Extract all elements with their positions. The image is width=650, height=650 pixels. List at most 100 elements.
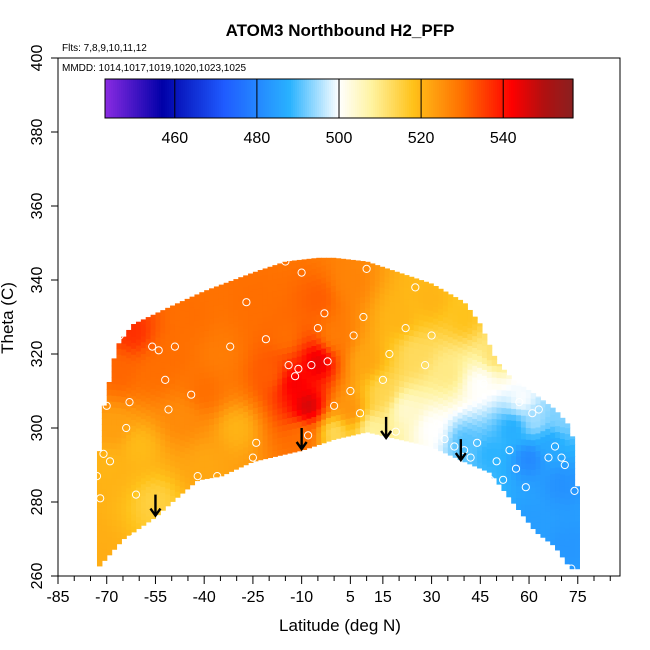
heatmap-cell (540, 448, 546, 455)
heatmap-cell (316, 290, 322, 297)
dates-note: MMDD: 1014,1017,1019,1020,1023,1025 (62, 63, 246, 74)
heatmap-cell (321, 347, 327, 355)
heatmap-cell (442, 340, 449, 347)
heatmap-cell (106, 394, 113, 402)
heatmap-cell (379, 304, 386, 312)
heatmap-cell (228, 281, 235, 289)
heatmap-cell (291, 380, 298, 388)
colorbar-swatch (255, 79, 258, 118)
heatmap-cell (491, 359, 498, 366)
heatmap-cell (350, 417, 356, 424)
heatmap-cell (131, 460, 137, 468)
heatmap-cell (301, 390, 308, 397)
heatmap-cell (296, 332, 303, 339)
heatmap-cell (394, 432, 400, 440)
heatmap-cell (111, 472, 118, 479)
heatmap-cell (126, 363, 132, 370)
heatmap-cell (564, 522, 571, 529)
heatmap-cell (438, 332, 444, 339)
heatmap-cell (140, 507, 147, 514)
heatmap-cell (423, 326, 429, 334)
colorbar-swatch (487, 79, 490, 118)
heatmap-cell (170, 335, 176, 343)
heatmap-cell (316, 367, 322, 374)
heatmap-cell (447, 437, 454, 444)
heatmap-cell (111, 358, 118, 361)
heatmap-cell (481, 434, 488, 441)
heatmap-cell (243, 316, 249, 324)
heatmap-cell (121, 508, 127, 516)
heatmap-cell (550, 437, 556, 445)
heatmap-cell (520, 444, 527, 452)
colorbar-swatch (207, 79, 210, 118)
heatmap-cell (135, 374, 142, 382)
heatmap-cell (267, 439, 273, 447)
heatmap-cell (477, 396, 483, 404)
heatmap-cell (389, 277, 395, 285)
heatmap-cell (243, 446, 249, 454)
heatmap-cell (321, 324, 327, 331)
sample-point (105, 457, 115, 466)
heatmap-cell (189, 330, 196, 338)
heatmap-cell (369, 409, 376, 416)
heatmap-cell (170, 495, 176, 502)
heatmap-cell (228, 447, 235, 455)
heatmap-cell (394, 426, 400, 434)
heatmap-cell (165, 476, 171, 483)
heatmap-cell (369, 361, 376, 369)
heatmap-cell (135, 333, 142, 340)
heatmap-cell (559, 521, 566, 528)
colorbar-swatch (537, 79, 540, 118)
heatmap-cell (345, 418, 351, 425)
heatmap-cell (233, 415, 239, 423)
heatmap-cell (311, 392, 317, 400)
heatmap-cell (491, 436, 498, 443)
heatmap-cell (135, 327, 142, 334)
heatmap-cell (277, 372, 283, 379)
heatmap-cell (267, 427, 273, 435)
heatmap-cell (306, 258, 312, 265)
heatmap-cell (472, 323, 478, 331)
heatmap-cell (174, 414, 181, 421)
heatmap-cell (170, 459, 176, 467)
colorbar-swatch (163, 79, 166, 118)
heatmap-cell (306, 429, 312, 437)
heatmap-cell (140, 471, 147, 479)
heatmap-cell (160, 456, 166, 464)
heatmap-cell (204, 342, 210, 349)
heatmap-cell (525, 391, 532, 399)
heatmap-cell (540, 460, 546, 467)
heatmap-cell (477, 331, 483, 339)
heatmap-cell (345, 287, 351, 295)
heatmap-cell (477, 438, 483, 445)
heatmap-cell (433, 300, 439, 307)
heatmap-cell (389, 313, 395, 320)
heatmap-cell (345, 347, 351, 354)
heatmap-cell (569, 450, 576, 457)
heatmap-cell (301, 313, 308, 320)
colorbar-swatch (139, 79, 142, 118)
heatmap-cell (438, 379, 444, 387)
heatmap-cell (379, 310, 386, 318)
heatmap-cell (438, 391, 444, 398)
heatmap-cell (116, 383, 122, 391)
heatmap-cell (111, 501, 118, 509)
heatmap-cell (501, 478, 507, 486)
heatmap-cell (321, 424, 327, 432)
heatmap-cell (374, 265, 381, 269)
heatmap-cell (209, 436, 215, 443)
heatmap-cell (155, 312, 161, 314)
heatmap-cell (413, 330, 420, 338)
heatmap-cell (199, 473, 205, 480)
heatmap-cell (447, 419, 454, 427)
heatmap-cell (126, 458, 132, 465)
heatmap-cell (174, 443, 181, 451)
heatmap-cell (462, 361, 468, 368)
heatmap-cell (189, 360, 196, 367)
colorbar-swatch (507, 79, 510, 118)
heatmap-cell (335, 361, 342, 368)
heatmap-cell (330, 374, 337, 381)
heatmap-cell (199, 425, 205, 433)
heatmap-cell (428, 434, 434, 441)
